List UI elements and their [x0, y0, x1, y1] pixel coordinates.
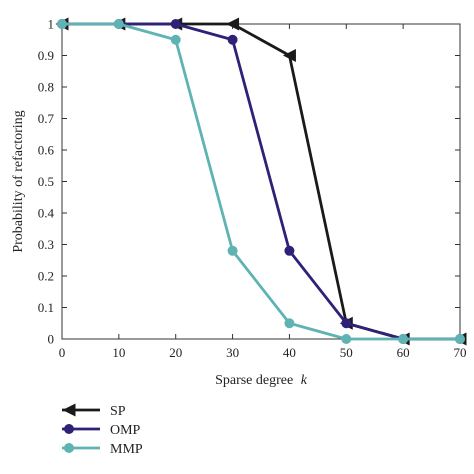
data-point-mmp: [284, 318, 295, 329]
legend-label-omp: OMP: [110, 423, 141, 438]
data-point-mmp: [57, 19, 67, 29]
legend-marker-mmp: [64, 443, 74, 453]
data-point-omp: [170, 19, 181, 29]
x-tick-label: 0: [59, 345, 66, 360]
legend-item-mmp: MMP: [62, 442, 143, 457]
x-axis: 0 10 20 30 40 50 60 70: [59, 24, 467, 360]
data-point-sp: [226, 17, 240, 31]
series-omp: [57, 19, 465, 344]
y-axis: 0 0.1 0.2 0.3 0.4 0.5 0.6 0.7 0.8 0.9 1: [38, 17, 460, 347]
series-line-omp: [62, 22, 460, 341]
data-point-mmp: [455, 334, 465, 344]
y-tick-label: 0.6: [38, 143, 55, 158]
y-tick-label: 0.3: [38, 237, 54, 252]
y-tick-label: 0.9: [38, 48, 54, 63]
x-tick-label: 50: [340, 345, 353, 360]
plot-area: [61, 23, 461, 340]
y-tick-label: 0.4: [38, 206, 55, 221]
y-tick-label: 0.1: [38, 300, 54, 315]
legend-label-sp: SP: [110, 404, 126, 419]
x-axis-label-variable: k: [301, 373, 308, 388]
x-tick-label: 30: [226, 345, 239, 360]
y-tick-label: 0: [48, 332, 55, 347]
data-point-omp: [227, 34, 238, 45]
data-point-omp: [341, 318, 352, 329]
x-axis-label: Sparse degree k: [215, 373, 308, 388]
data-point-sp: [282, 49, 296, 62]
x-tick-label: 60: [397, 345, 410, 360]
legend: SP OMP MMP: [62, 403, 143, 457]
legend-item-omp: OMP: [62, 423, 141, 438]
y-tick-label: 0.5: [38, 174, 54, 189]
legend-label-mmp: MMP: [110, 442, 143, 457]
x-tick-label: 40: [283, 345, 296, 360]
x-tick-label: 20: [169, 345, 182, 360]
legend-marker-sp: [62, 403, 76, 417]
x-tick-label: 70: [454, 345, 467, 360]
y-tick-label: 0.8: [38, 80, 54, 95]
legend-item-sp: SP: [62, 403, 126, 419]
series-line-sp: [62, 22, 460, 341]
y-axis-label: Probability of refactoring: [11, 110, 26, 252]
legend-marker-omp: [64, 424, 74, 434]
y-tick-label: 0.7: [38, 111, 55, 126]
data-point-mmp: [170, 34, 181, 45]
y-tick-label: 0.2: [38, 269, 54, 284]
data-point-mmp: [227, 245, 238, 256]
data-point-mmp: [113, 19, 124, 29]
x-tick-label: 10: [112, 345, 125, 360]
series-sp: [55, 17, 467, 346]
plot-frame: [61, 23, 461, 340]
series-layer: [55, 17, 467, 346]
y-tick-label: 1: [48, 17, 55, 32]
data-point-mmp: [341, 334, 352, 344]
series-mmp: [57, 19, 465, 344]
data-point-mmp: [398, 334, 409, 344]
x-axis-label-text: Sparse degree: [215, 373, 293, 388]
series-line-mmp: [62, 22, 460, 341]
data-point-omp: [284, 245, 295, 256]
